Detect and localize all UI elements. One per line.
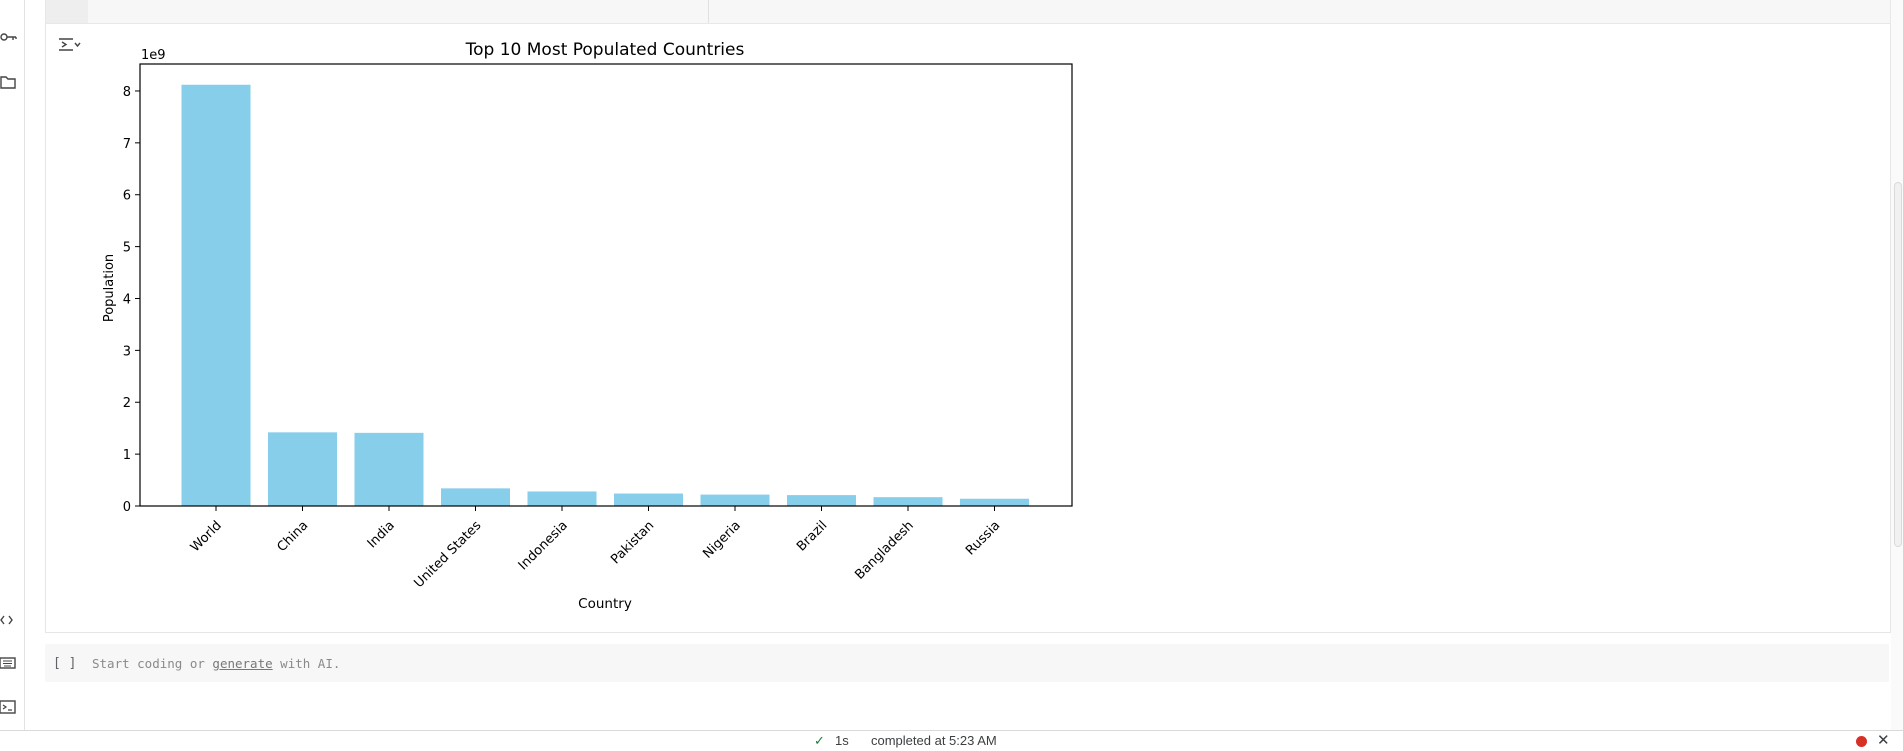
x-tick-label: China <box>274 518 311 555</box>
bar-united-states <box>441 488 510 506</box>
bar-brazil <box>787 495 856 506</box>
bar-indonesia <box>527 491 597 506</box>
x-tick-label: Nigeria <box>700 518 743 561</box>
population-bar-chart: Top 10 Most Populated Countries 1e9 Popu… <box>102 40 1073 612</box>
empty-code-cell[interactable]: [ ] Start coding or generate with AI. <box>45 644 1889 682</box>
placeholder-prefix: Start coding or <box>92 656 213 671</box>
bar-bangladesh <box>873 497 943 506</box>
code-brackets-icon[interactable] <box>0 610 20 630</box>
cell-gutter <box>46 0 88 23</box>
y-ticks-group: 0 1 2 3 4 5 6 7 8 <box>123 85 140 515</box>
keyboard-icon[interactable] <box>0 653 20 673</box>
execution-duration: 1s <box>835 733 849 748</box>
x-tick-label: United States <box>411 518 484 591</box>
y-tick-label: 5 <box>123 241 131 256</box>
y-tick-label: 8 <box>123 85 131 100</box>
y-tick-label: 7 <box>123 137 131 152</box>
cell-divider <box>708 0 709 23</box>
chart-title: Top 10 Most Populated Countries <box>465 40 745 60</box>
bars-group <box>181 84 1029 507</box>
vertical-scrollbar-thumb[interactable] <box>1894 182 1902 547</box>
folder-icon[interactable] <box>0 72 20 92</box>
x-axis-label: Country <box>578 596 632 612</box>
check-icon: ✓ <box>814 733 825 748</box>
bar-world <box>181 84 251 507</box>
placeholder-suffix: with AI. <box>272 656 341 671</box>
status-bar: ✓ 1s completed at 5:23 AM ✕ <box>0 730 1903 751</box>
code-editor-placeholder[interactable]: Start coding or generate with AI. <box>92 656 340 671</box>
x-tick-label: World <box>188 518 225 555</box>
y-tick-label: 3 <box>123 344 131 359</box>
bar-pakistan <box>614 493 683 506</box>
x-tick-label: Pakistan <box>608 518 657 567</box>
generate-link[interactable]: generate <box>212 656 273 671</box>
y-tick-label: 4 <box>123 292 131 307</box>
x-tick-label: Bangladesh <box>852 518 917 583</box>
bar-china <box>268 432 337 506</box>
y-tick-label: 6 <box>123 189 131 204</box>
bar-india <box>354 432 424 506</box>
run-cell-button[interactable]: [ ] <box>53 656 77 671</box>
output-actions-icon[interactable] <box>57 34 81 56</box>
y-axis-offset-label: 1e9 <box>141 48 166 63</box>
y-tick-label: 2 <box>123 396 131 411</box>
x-ticks-group: World China India United States Indonesia Pak… <box>188 506 1003 591</box>
x-tick-label: Indonesia <box>516 518 571 573</box>
output-cell: Top 10 Most Populated Countries 1e9 Popu… <box>45 24 1891 633</box>
y-tick-label: 1 <box>123 448 131 463</box>
y-axis-label: Population <box>102 254 117 322</box>
previous-code-cell-bottom <box>45 0 1891 24</box>
left-sidebar-rail <box>0 0 25 730</box>
x-tick-label: Brazil <box>794 518 830 554</box>
recording-indicator-icon <box>1856 736 1867 747</box>
y-tick-label: 0 <box>123 500 131 515</box>
execution-status[interactable]: completed at 5:23 AM <box>871 733 997 748</box>
x-tick-label: Russia <box>963 518 1003 558</box>
terminal-icon[interactable] <box>0 697 20 717</box>
close-icon[interactable]: ✕ <box>1877 732 1890 749</box>
key-icon[interactable] <box>0 27 20 47</box>
x-tick-label: India <box>365 518 398 551</box>
plot-frame <box>139 63 1073 507</box>
bar-nigeria <box>700 494 770 506</box>
bar-russia <box>960 498 1029 506</box>
